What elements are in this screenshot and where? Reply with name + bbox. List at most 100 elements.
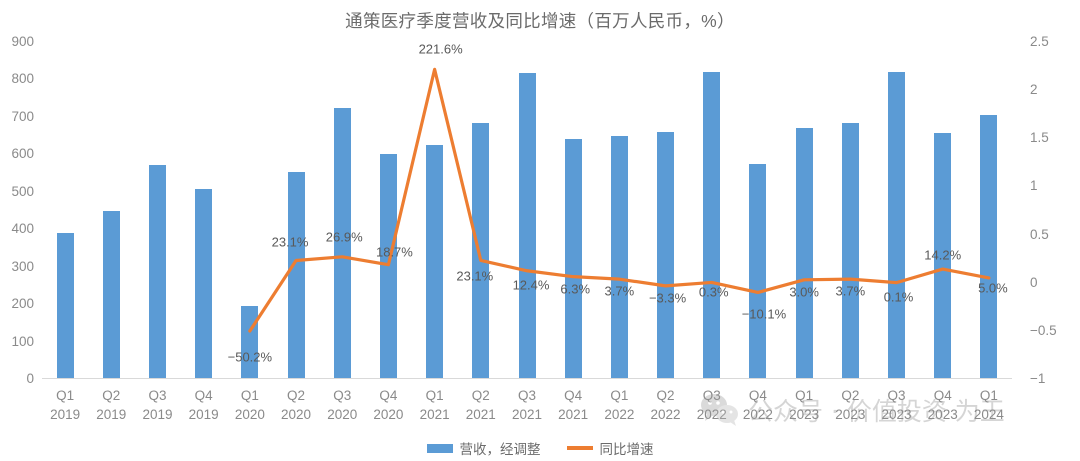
x-axis-year: 2023 — [927, 407, 958, 422]
data-label: 3.7% — [604, 283, 635, 299]
x-axis-tick: Q1 2024 — [959, 386, 1019, 424]
bar — [980, 114, 998, 379]
x-axis-quarter: Q1 — [610, 388, 629, 403]
bar — [934, 133, 952, 379]
x-axis-year: 2021 — [465, 407, 496, 422]
bar — [56, 232, 74, 379]
x-axis-year: 2022 — [604, 407, 635, 422]
data-label: 12.4% — [512, 277, 550, 293]
x-axis-tick: Q1 2021 — [405, 386, 465, 424]
line-series — [248, 67, 991, 333]
bar — [287, 172, 305, 379]
x-axis-year: 2021 — [419, 407, 450, 422]
bar — [102, 211, 120, 379]
legend-bar-swatch — [426, 443, 453, 453]
chart-legend: 营收，经调整 同比增速 — [0, 438, 1080, 458]
y-axis-left-tick: 300 — [11, 258, 34, 274]
bar — [518, 72, 536, 379]
x-axis-quarter: Q3 — [517, 388, 536, 403]
gridline — [42, 42, 1012, 43]
x-axis-tick: Q1 2020 — [220, 386, 280, 424]
x-axis-tick: Q2 2022 — [636, 386, 696, 424]
x-axis-tick: Q4 2021 — [543, 386, 603, 424]
x-axis-tick: Q3 2021 — [497, 386, 557, 424]
growth-line — [248, 67, 991, 333]
plot-area: −50.2% 23.1% 26.9% 18.7% 221.6% 23.1% 12.4% 6.3… — [42, 42, 1012, 379]
y-axis-left-tick: 600 — [11, 146, 34, 162]
y-axis-left-tick: 100 — [11, 333, 34, 349]
x-axis-quarter: Q3 — [702, 388, 721, 403]
x-axis-quarter: Q4 — [379, 388, 398, 403]
y-axis-left-tick: 900 — [11, 34, 34, 49]
bar — [333, 107, 351, 379]
x-axis-year: 2020 — [373, 407, 404, 422]
y-axis-left-tick: 200 — [11, 296, 34, 312]
data-label: 3.0% — [789, 284, 819, 300]
x-axis-year: 2019 — [188, 407, 219, 422]
x-axis-year: 2019 — [142, 407, 173, 422]
bar — [795, 127, 813, 379]
y-axis-right-tick: −1 — [1030, 371, 1046, 386]
x-axis-quarter: Q1 — [240, 388, 259, 403]
data-label: 3.7% — [835, 283, 866, 299]
y-axis-right-tick: −0.5 — [1030, 322, 1057, 338]
legend-item-revenue[interactable]: 营收，经调整 — [426, 438, 541, 458]
y-axis-right-tick: 1.5 — [1030, 130, 1049, 146]
x-axis-tick: Q3 2022 — [682, 386, 742, 424]
x-axis-quarter: Q4 — [748, 388, 767, 403]
bar — [148, 165, 166, 379]
data-label: 23.1% — [271, 234, 309, 250]
y-axis-left-tick: 700 — [11, 108, 34, 124]
bar — [564, 139, 582, 379]
x-axis-quarter: Q2 — [287, 388, 306, 403]
x-axis-tick: Q1 2019 — [35, 386, 95, 424]
bar — [657, 131, 675, 379]
data-label: 6.3% — [560, 281, 591, 297]
data-label: −3.3% — [648, 290, 687, 306]
data-label: 14.2% — [924, 247, 962, 263]
x-axis-year: 2022 — [742, 407, 773, 422]
x-axis-quarter: Q2 — [656, 388, 675, 403]
x-axis-tick: Q3 2020 — [312, 386, 372, 424]
x-axis-quarter: Q4 — [564, 388, 583, 403]
data-label: 18.7% — [375, 244, 413, 260]
bar — [703, 71, 721, 379]
data-label: 5.0% — [978, 280, 1008, 296]
x-axis-quarter: Q2 — [102, 388, 121, 403]
legend-item-growth[interactable]: 同比增速 — [566, 438, 654, 458]
bar — [195, 189, 213, 379]
legend-label-revenue: 营收，经调整 — [459, 442, 541, 457]
x-axis-quarter: Q1 — [425, 388, 444, 403]
bar — [610, 135, 628, 379]
data-label: −50.2% — [227, 349, 273, 365]
x-axis-quarter: Q3 — [333, 388, 352, 403]
x-axis-year: 2020 — [234, 407, 265, 422]
x-axis-year: 2023 — [789, 407, 820, 422]
y-axis-right-tick: 0.5 — [1030, 226, 1049, 242]
data-label: 0.3% — [698, 284, 729, 300]
x-axis-year: 2023 — [881, 407, 912, 422]
x-axis-quarter: Q1 — [979, 388, 998, 403]
x-axis-year: 2020 — [327, 407, 358, 422]
x-axis-tick: Q4 2020 — [358, 386, 418, 424]
x-axis-tick: Q4 2019 — [174, 386, 234, 424]
bar — [472, 122, 490, 379]
y-axis-left-tick: 400 — [11, 221, 34, 237]
bar — [888, 71, 906, 379]
x-axis-year: 2021 — [558, 407, 589, 422]
data-label: 26.9% — [325, 229, 363, 245]
x-axis-quarter: Q4 — [194, 388, 213, 403]
data-label: 23.1% — [456, 268, 494, 284]
y-axis-left-tick: 500 — [11, 183, 34, 199]
x-axis-tick: Q4 2023 — [913, 386, 973, 424]
x-axis-tick: Q2 2019 — [81, 386, 141, 424]
x-axis-quarter: Q3 — [887, 388, 906, 403]
legend-line-swatch — [566, 446, 593, 450]
data-label: −10.1% — [741, 306, 787, 322]
x-axis-tick: Q3 2019 — [127, 386, 187, 424]
x-axis-baseline — [42, 378, 1012, 379]
x-axis-quarter: Q2 — [471, 388, 490, 403]
x-axis-year: 2023 — [835, 407, 866, 422]
x-axis-quarter: Q1 — [56, 388, 75, 403]
